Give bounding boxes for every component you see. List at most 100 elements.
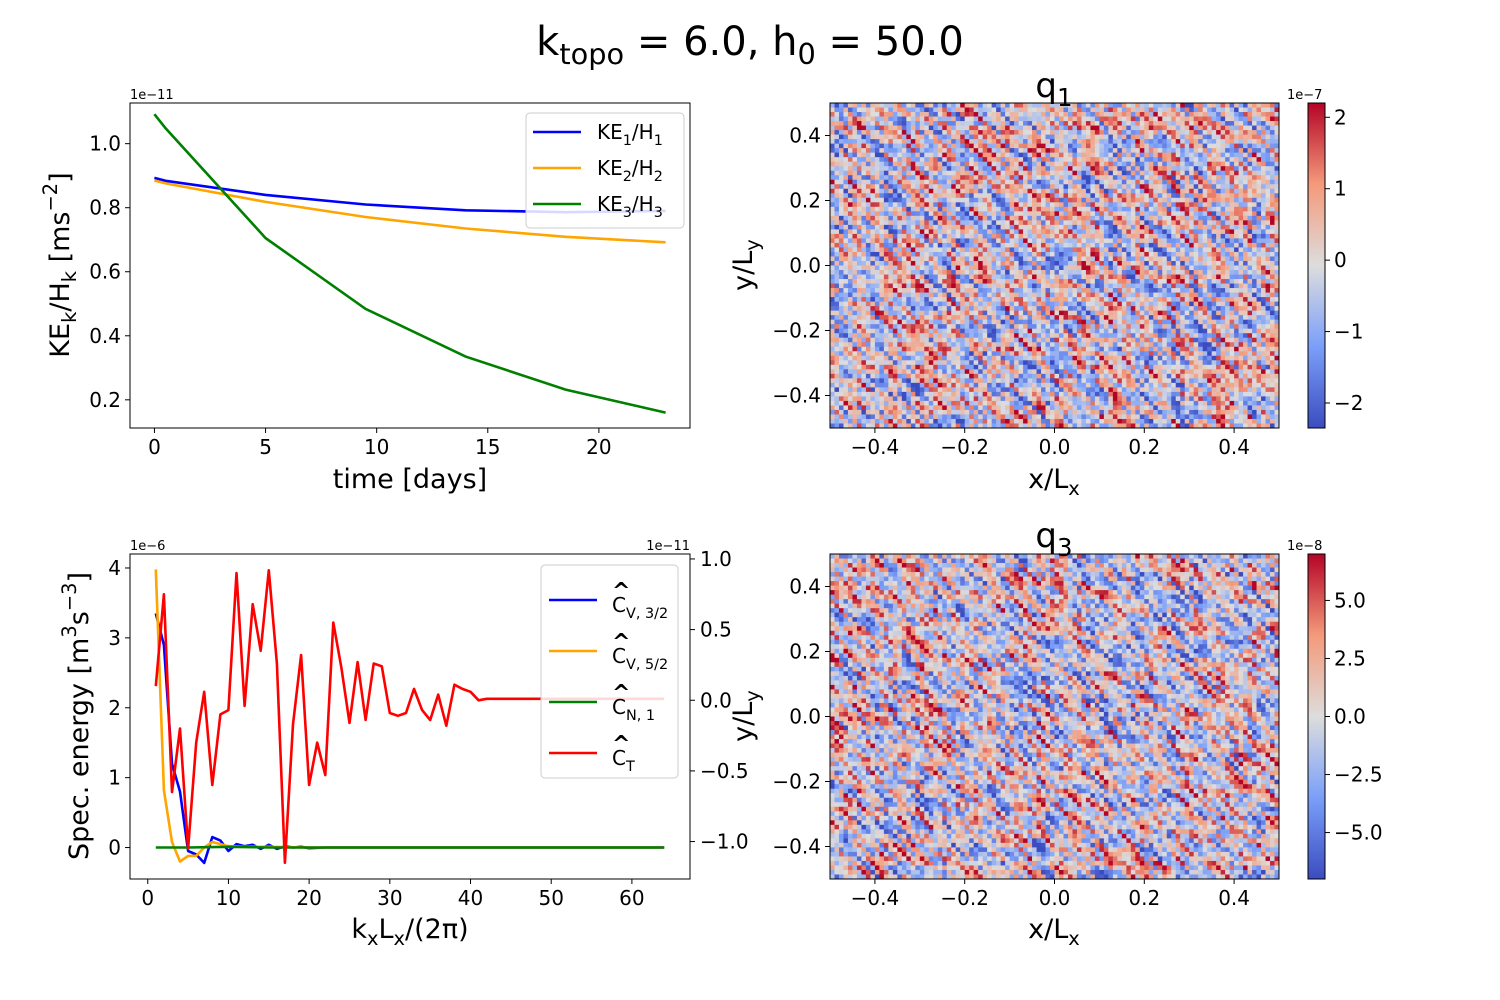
q1-cell	[1103, 103, 1109, 108]
q1-cell	[1130, 319, 1136, 325]
q1-cell	[897, 270, 903, 275]
q1-cell	[1099, 215, 1105, 221]
q1-cell	[1099, 143, 1105, 149]
q1-cell	[987, 306, 993, 312]
q1-cell	[1229, 130, 1235, 135]
q1-cell	[1067, 279, 1073, 284]
q1-cell	[1085, 310, 1091, 316]
q1-cell	[879, 251, 885, 257]
q1-cell	[1144, 112, 1150, 117]
q1-cell	[1153, 297, 1159, 303]
q1-cell	[1220, 283, 1226, 289]
q1-cell	[1067, 134, 1073, 140]
q1-cell	[879, 197, 885, 203]
q1-cell	[1027, 139, 1033, 145]
q1-cell	[897, 292, 903, 298]
q1-cell	[1198, 188, 1204, 194]
q1-cell	[1148, 125, 1154, 131]
q1-cell	[883, 193, 889, 199]
q1-cell	[1162, 288, 1168, 293]
q1-cell	[1198, 288, 1204, 293]
q1-cell	[861, 206, 867, 212]
q1-cell	[1270, 297, 1275, 303]
q1-cell	[834, 319, 840, 325]
q1-cell	[987, 220, 993, 226]
q1-cell	[1058, 242, 1064, 248]
q1-cell	[982, 301, 988, 307]
q1-cell	[1193, 211, 1199, 217]
q1-cell	[1229, 220, 1235, 226]
q1-cell	[883, 139, 889, 145]
q1-cell	[996, 157, 1002, 163]
q1-cell	[924, 270, 930, 275]
q1-cell	[1198, 233, 1204, 239]
q1-cell	[987, 103, 993, 108]
q1-cell	[906, 242, 912, 248]
q1-cell	[1117, 310, 1123, 316]
q1-cell	[1014, 148, 1019, 154]
q1-cell	[1103, 211, 1109, 217]
q1-cell	[1108, 233, 1114, 239]
q1-cell	[861, 116, 867, 122]
q1-cell	[1166, 220, 1172, 226]
q1-cell	[996, 134, 1002, 140]
q1-cell	[1184, 242, 1190, 248]
q1-cell	[1130, 121, 1136, 126]
q1-cell	[1130, 103, 1136, 108]
q1-cell	[1076, 197, 1082, 203]
q1-cell	[1023, 148, 1028, 154]
q1-cell	[1027, 283, 1033, 289]
q1-cell	[1216, 270, 1222, 275]
q1-cell	[1162, 224, 1168, 230]
q1-cell	[969, 184, 975, 190]
q1-cell	[964, 175, 970, 181]
q1-cell	[879, 301, 885, 307]
q1-cell	[1216, 310, 1222, 316]
q1-cell	[937, 161, 943, 167]
q1-cell	[1108, 166, 1114, 172]
q1-cell	[1054, 157, 1060, 163]
q1-cell	[978, 211, 984, 217]
q1-cell	[888, 297, 894, 303]
q1-cell	[1175, 166, 1181, 172]
q1-cell	[973, 310, 979, 316]
q1-cell	[1009, 297, 1015, 303]
q1-cell	[1032, 184, 1037, 190]
q1-cell	[1054, 175, 1060, 181]
q1-cell	[861, 107, 867, 113]
q1-cell	[883, 166, 889, 172]
q1-cell	[951, 148, 957, 154]
q1-cell	[1032, 260, 1037, 266]
q1-cell	[951, 193, 957, 199]
q1-cell	[847, 233, 853, 239]
q1-cell	[1148, 188, 1154, 194]
q1-cell	[1081, 242, 1087, 248]
q1-cell	[1121, 193, 1127, 199]
q1-cell	[861, 315, 867, 321]
q1-cell	[955, 301, 961, 307]
q1-cell	[1234, 179, 1239, 185]
q1-cell	[964, 107, 970, 113]
q1-cell	[919, 256, 925, 262]
q1-cell	[1265, 301, 1271, 307]
q1-cell	[1270, 260, 1275, 266]
q1-cell	[1072, 112, 1078, 117]
q1-cell	[892, 288, 898, 293]
q1-cell	[1180, 242, 1186, 248]
q1-cell	[1058, 148, 1064, 154]
q1-cell	[978, 202, 984, 208]
q1-cell	[1243, 134, 1248, 140]
q1-cell	[1072, 197, 1078, 203]
q1-cell	[1261, 301, 1266, 307]
q1-cell	[1229, 251, 1235, 257]
q1-cell	[901, 130, 907, 135]
q1-cell	[1184, 125, 1190, 131]
q1-cell	[960, 121, 966, 126]
q1-cell	[906, 193, 912, 199]
q1-cell	[847, 260, 853, 266]
q1-cell	[1229, 211, 1235, 217]
q1-cell	[1099, 161, 1105, 167]
q1-cell	[1252, 170, 1257, 176]
ke-ticks: 0 5 10 15 200.20.40.60.81.0	[89, 132, 611, 459]
q1-cell	[1202, 215, 1208, 221]
